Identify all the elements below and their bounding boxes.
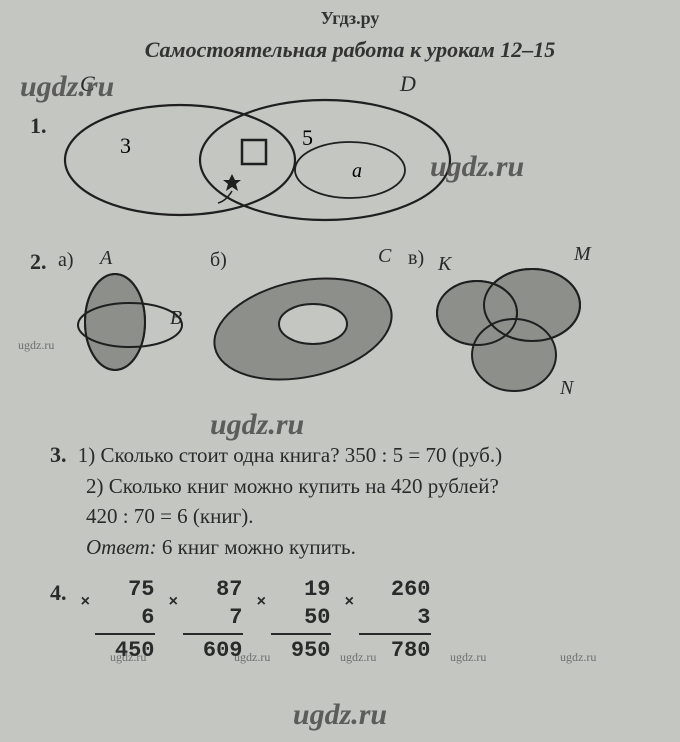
q4-2-bot: 7 <box>183 604 243 632</box>
q4-1-bot: 6 <box>95 604 155 632</box>
watermark: ugdz.ru <box>293 698 387 731</box>
q4-4-res: 780 <box>359 633 431 665</box>
q1-number: 1. <box>30 113 47 139</box>
site-header: Угдз.ру <box>50 8 650 29</box>
mult-sign-icon: × <box>257 592 267 612</box>
q4-4-bot: 3 <box>359 604 431 632</box>
q3-row1: 3. 1) Сколько стоит одна книга? 350 : 5 … <box>50 439 650 471</box>
q2a-diagram <box>60 267 200 387</box>
q3-answer-row: Ответ: 6 книг можно купить. <box>50 532 650 562</box>
q4-2-top: 87 <box>183 576 243 604</box>
q1-text-a: a <box>352 160 362 182</box>
mult-sign-icon: × <box>169 592 179 612</box>
footer-watermark: ugdz.ru <box>0 698 680 732</box>
q4-mult-1: × 75 6 450 <box>95 576 155 665</box>
q4-3-top: 19 <box>271 576 331 604</box>
q1-ellipse-c <box>65 105 295 215</box>
q1-venn-diagram: 3 5 a <box>50 85 470 235</box>
q4-mult-2: × 87 7 609 <box>183 576 243 665</box>
q3-number: 3. <box>50 442 67 467</box>
q4-3-res: 950 <box>271 633 331 665</box>
q3-line1: 1) Сколько стоит одна книга? 350 : 5 = 7… <box>78 443 502 467</box>
mult-sign-icon: × <box>81 592 91 612</box>
q4-number: 4. <box>50 580 67 606</box>
q2b-inner <box>279 304 347 344</box>
page-root: Угдз.ру Самостоятельная работа к урокам … <box>0 0 680 742</box>
question-1: 1. C D 3 5 a <box>50 73 650 243</box>
q4-1-top: 75 <box>95 576 155 604</box>
question-3: 3. 1) Сколько стоит одна книга? 350 : 5 … <box>50 439 650 562</box>
q3-line3: 420 : 70 = 6 (книг). <box>50 501 650 531</box>
q4-3-bot: 50 <box>271 604 331 632</box>
q2-label-c: C <box>378 245 391 268</box>
q1-text-3: 3 <box>120 133 131 158</box>
q1-ellipse-d <box>200 100 450 220</box>
q4-1-res: 450 <box>95 633 155 665</box>
q3-answer-label: Ответ: <box>86 535 157 559</box>
q3-answer-text: 6 книг можно купить. <box>157 535 356 559</box>
q4-mult-3: × 19 50 950 <box>271 576 331 665</box>
page-title: Самостоятельная работа к урокам 12–15 <box>50 37 650 63</box>
q2c-ellipse-n <box>472 319 556 391</box>
question-2: 2. а) A B б) C D в) K M N <box>50 249 650 419</box>
q3-line2: 2) Сколько книг можно купить на 420 рубл… <box>50 471 650 501</box>
q1-text-5: 5 <box>302 125 313 150</box>
q2c-diagram <box>422 263 602 413</box>
watermark: ugdz.ru <box>18 338 54 353</box>
q4-4-top: 260 <box>359 576 431 604</box>
question-4: 4. × 75 6 450 × 87 7 609 × 19 50 950 × 2… <box>50 576 650 665</box>
q1-square-icon <box>242 140 266 164</box>
q1-inner-ellipse <box>295 142 405 198</box>
q2-number: 2. <box>30 249 47 275</box>
q2b-diagram <box>208 269 408 399</box>
q4-mult-4: × 260 3 780 <box>359 576 431 665</box>
mult-sign-icon: × <box>345 592 355 612</box>
q4-2-res: 609 <box>183 633 243 665</box>
